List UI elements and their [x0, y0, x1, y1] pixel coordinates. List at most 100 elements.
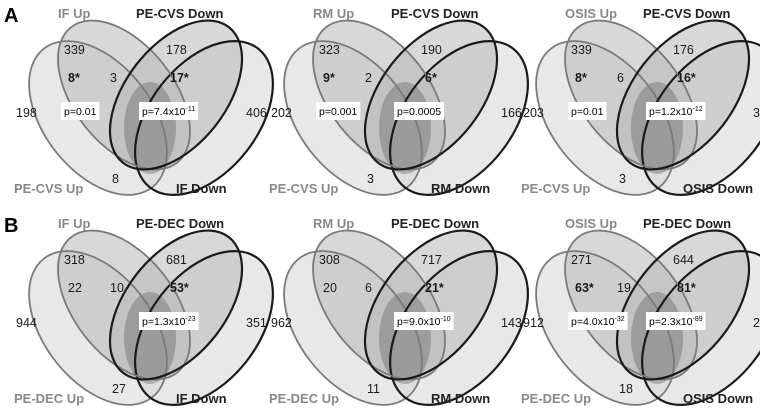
venn-center-overlap — [379, 292, 431, 384]
region-count-bottom: 27 — [112, 382, 126, 396]
region-count-right-mid: 53* — [170, 281, 189, 295]
region-count-top-right: 644 — [673, 253, 694, 267]
region-count-top-left: 339 — [64, 43, 85, 57]
region-count-outer-left: 198 — [16, 106, 37, 120]
pvalue-box-right: p=2.3x10-89 — [646, 312, 706, 330]
pvalue-base: p=1.3x10 — [142, 316, 186, 328]
region-count-outer-left: 203 — [523, 106, 544, 120]
set-label-top-right: PE-CVS Down — [643, 6, 730, 21]
region-count-outer-left: 202 — [271, 106, 292, 120]
region-count-bottom: 18 — [619, 382, 633, 396]
pvalue-base: p=2.3x10 — [649, 316, 693, 328]
pvalue-box-bg — [646, 312, 706, 330]
venn-center-overlap — [379, 82, 431, 174]
pvalue-box-right: p=7.4x10-11 — [139, 102, 199, 120]
pvalue-box-right: p=0.0005 — [394, 102, 445, 120]
venn-ellipse-inner-right-outline — [615, 19, 751, 171]
region-count-center-top: 10 — [110, 281, 124, 295]
region-count-top-right: 176 — [673, 43, 694, 57]
venn-ellipse-outer-left-outline — [28, 40, 168, 196]
venn-diagram: RM Up PE-DEC Down PE-DEC Up RM Down 962 308 71… — [269, 216, 529, 407]
venn-center-overlap — [631, 82, 683, 174]
region-count-left-mid: 8* — [575, 71, 587, 85]
region-count-left-mid: 20 — [323, 281, 337, 295]
venn-ellipse-outer-right-outline — [134, 39, 274, 197]
pvalue-text: p=1.3x10-23 — [142, 316, 196, 328]
region-count-bottom: 11 — [367, 382, 380, 396]
region-count-bottom: 3 — [619, 172, 626, 186]
region-count-outer-left: 944 — [16, 316, 37, 330]
set-label-bottom-left: PE-CVS Up — [521, 181, 590, 196]
region-count-bottom: 3 — [367, 172, 374, 186]
venn-ellipse-outer-right-outline — [389, 249, 529, 407]
venn-ellipse-inner-left-outline — [57, 229, 191, 381]
pvalue-box-left: p=0.01 — [568, 102, 607, 120]
set-label-bottom-left: PE-DEC Up — [521, 391, 591, 406]
venn-ellipse-outer-right-outline — [641, 39, 760, 197]
venn-ellipse-outer-left-outline — [535, 40, 675, 196]
set-label-bottom-right: RM Down — [431, 391, 490, 406]
pvalue-box-bg — [394, 102, 445, 120]
pvalue-box-bg — [568, 312, 628, 330]
pvalue-box-bg — [394, 312, 454, 330]
pvalue-text: p=0.001 — [319, 106, 357, 118]
venn-ellipse-inner-left-outline — [564, 229, 698, 381]
venn-ellipse-outer-left-outline — [283, 40, 423, 196]
venn-ellipse-inner-left-outline — [312, 19, 446, 171]
venn-diagram: RM Up PE-CVS Down PE-CVS Up RM Down 202 323 19… — [269, 6, 529, 197]
set-label-top-left: IF Up — [58, 6, 91, 21]
venn-ellipse-outer-right-outline — [134, 249, 274, 407]
pvalue-text: p=0.01 — [571, 106, 604, 118]
set-label-top-left: RM Up — [313, 216, 354, 231]
region-count-right-mid: 16* — [677, 71, 696, 85]
pvalue-text: p=7.4x10-11 — [142, 106, 195, 118]
venn-ellipse-inner-left-outline — [312, 229, 446, 381]
region-count-bottom: 8 — [112, 172, 119, 186]
set-label-top-right: PE-DEC Down — [136, 216, 224, 231]
pvalue-box-bg — [568, 102, 607, 120]
region-count-top-left: 271 — [571, 253, 592, 267]
pvalue-box-right: p=1.2x10-12 — [646, 102, 706, 120]
set-label-bottom-right: RM Down — [431, 181, 490, 196]
region-count-center-top: 6 — [617, 71, 624, 85]
set-label-top-left: OSIS Up — [565, 216, 617, 231]
region-count-top-left: 323 — [319, 43, 340, 57]
set-label-top-right: PE-CVS Down — [136, 6, 223, 21]
set-label-top-right: PE-DEC Down — [391, 216, 479, 231]
pvalue-text: p=4.0x10-32 — [571, 316, 625, 328]
pvalue-exponent: -11 — [186, 106, 196, 113]
set-label-top-left: IF Up — [58, 216, 91, 231]
venn-ellipse-inner-right-outline — [108, 229, 244, 381]
pvalue-text: p=2.3x10-89 — [649, 316, 703, 328]
region-count-outer-right: 166 — [501, 106, 522, 120]
pvalue-box-left: p=4.0x10-32 — [568, 312, 628, 330]
pvalue-text: p=9.0x10-10 — [397, 316, 451, 328]
region-count-left-mid: 63* — [575, 281, 594, 295]
set-label-bottom-right: IF Down — [176, 391, 227, 406]
pvalue-box-left: p=0.01 — [61, 102, 100, 120]
venn-ellipse-inner-right-outline — [363, 19, 499, 171]
region-count-left-mid: 8* — [68, 71, 80, 85]
venn-ellipse-outer-left-outline — [28, 250, 168, 406]
pvalue-base: p=0.01 — [571, 106, 604, 118]
region-count-outer-right: 406 — [246, 106, 267, 120]
region-count-left-mid: 9* — [323, 71, 335, 85]
panel-letter-a: A — [4, 5, 18, 27]
venn-ellipse-inner-right-outline — [615, 229, 751, 381]
region-count-top-left: 308 — [319, 253, 340, 267]
venn-ellipse-inner-right-outline — [363, 229, 499, 381]
region-count-outer-right: 351 — [246, 316, 267, 330]
pvalue-base: p=0.001 — [319, 106, 357, 118]
venn-ellipse-outer-right-outline — [641, 249, 760, 407]
venn-diagram: IF Up PE-CVS Down PE-CVS Up IF Down 198 339 17… — [14, 6, 274, 197]
region-count-top-right: 681 — [166, 253, 187, 267]
venn-ellipse-inner-right-outline — [108, 19, 244, 171]
pvalue-box-bg — [139, 102, 199, 120]
venn-ellipse-outer-left-outline — [535, 250, 675, 406]
pvalue-exponent: -12 — [693, 106, 703, 113]
pvalue-base: p=0.0005 — [397, 106, 441, 118]
pvalue-exponent: -23 — [186, 316, 196, 323]
region-count-center-top: 6 — [365, 281, 372, 295]
venn-center-overlap — [631, 292, 683, 384]
venn-ellipse-inner-left-outline — [564, 19, 698, 171]
